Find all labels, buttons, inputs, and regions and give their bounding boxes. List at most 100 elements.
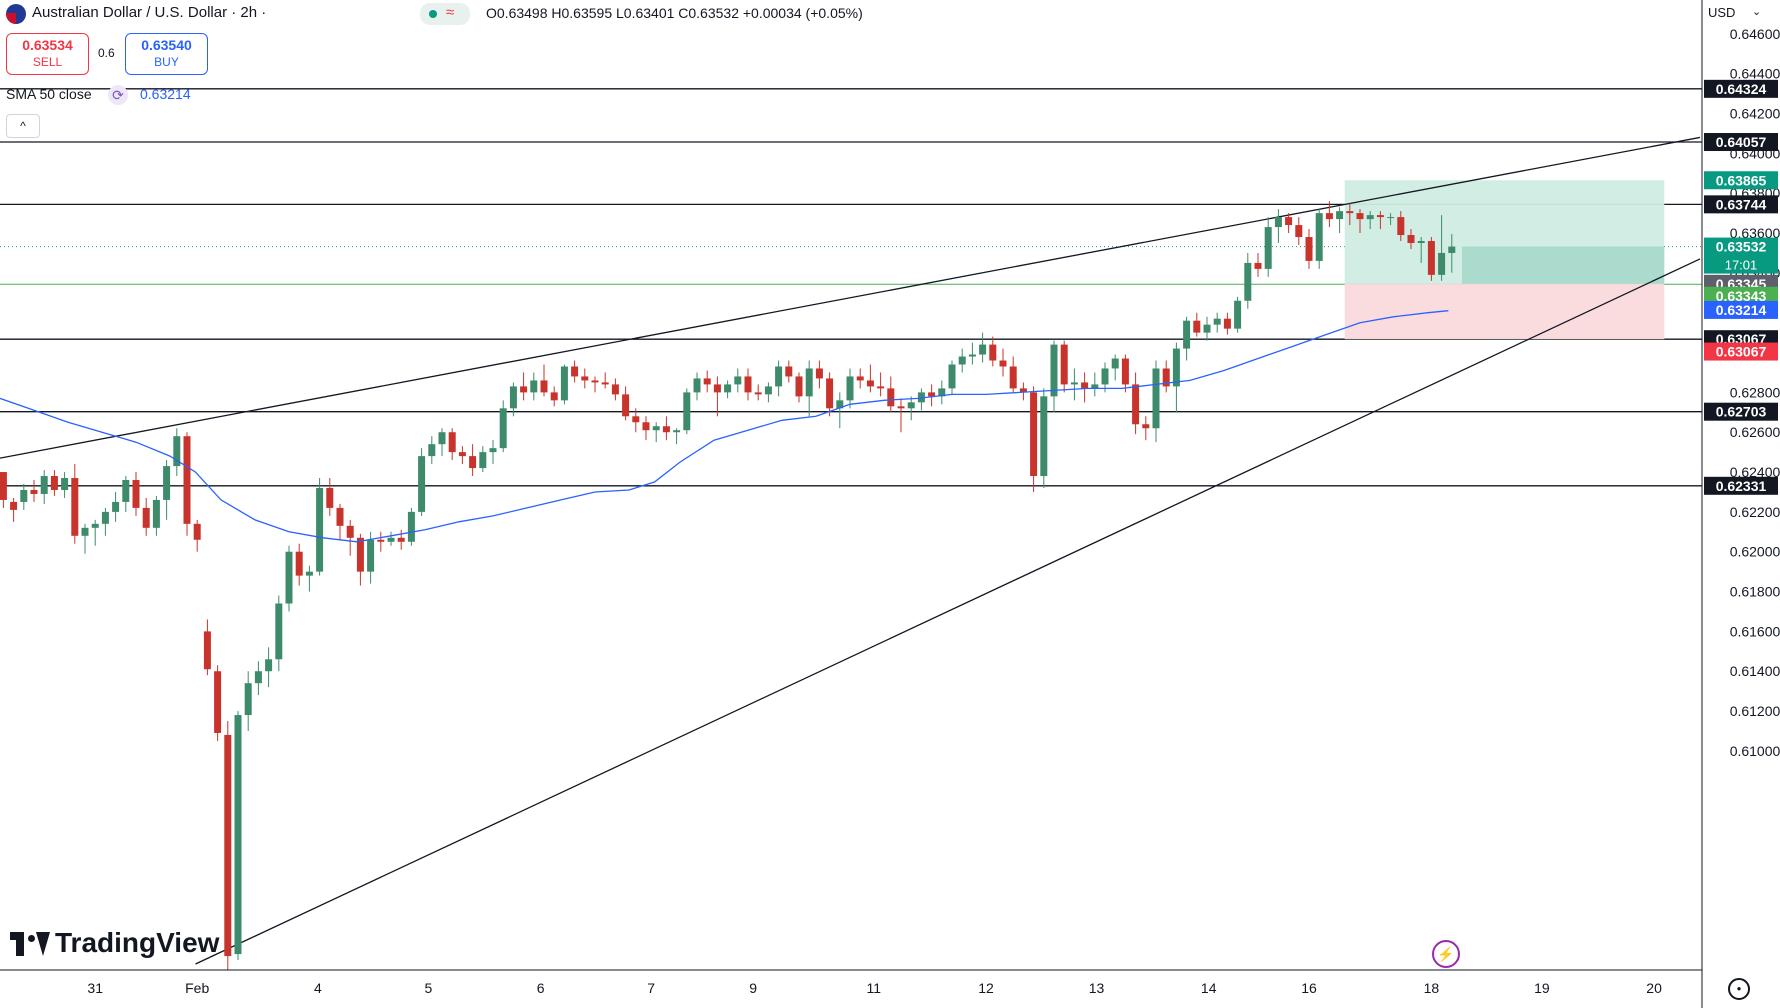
candle-up xyxy=(407,511,415,542)
candle-down xyxy=(550,392,558,401)
marker-price-label: 0.63067 xyxy=(1716,344,1767,360)
candle-down xyxy=(448,432,456,453)
candle-down xyxy=(1223,318,1231,329)
candle-up xyxy=(91,523,99,528)
candle-down xyxy=(754,392,762,395)
candle-up xyxy=(40,476,48,494)
candle-down xyxy=(622,394,630,417)
candle-up xyxy=(724,384,732,393)
indicator-name[interactable]: SMA 50 close xyxy=(6,86,92,102)
marker-price-label-bg xyxy=(1704,171,1778,190)
candle-down xyxy=(1254,262,1262,269)
candle-up xyxy=(775,366,783,387)
candle-down xyxy=(1407,235,1415,243)
candle-down xyxy=(1193,320,1201,333)
lightning-icon[interactable]: ⚡ xyxy=(1432,940,1460,968)
candle-down xyxy=(540,380,548,393)
chevron-up-icon[interactable]: ^ xyxy=(6,114,40,138)
candle-up xyxy=(938,388,946,397)
y-tick-label: 0.61400 xyxy=(1730,663,1780,679)
x-tick-label: 9 xyxy=(749,980,757,996)
buy-button[interactable]: 0.63540 BUY xyxy=(125,33,208,75)
marker-price-label: 0.63214 xyxy=(1716,302,1767,318)
marker-price-label-countdown: 17:01 xyxy=(1725,258,1758,273)
sma50-line xyxy=(0,310,1449,543)
candle-up xyxy=(499,408,507,449)
candle-down xyxy=(1397,217,1405,236)
candle-down xyxy=(0,472,7,500)
candle-up xyxy=(673,430,681,433)
candle-down xyxy=(10,501,18,510)
sell-label: SELL xyxy=(32,55,63,69)
y-tick-label: 0.64200 xyxy=(1730,106,1780,122)
candle-down xyxy=(1285,217,1293,226)
sell-button[interactable]: 0.63534 SELL xyxy=(6,33,89,75)
candle-up xyxy=(509,386,517,409)
candle-up xyxy=(1336,211,1344,220)
candle-down xyxy=(142,507,150,528)
candle-up xyxy=(1091,384,1099,389)
x-tick-label: 7 xyxy=(647,980,655,996)
candle-up xyxy=(1050,344,1058,397)
candle-up xyxy=(122,480,130,502)
x-tick-label: 20 xyxy=(1646,980,1662,996)
candle-up xyxy=(1315,213,1323,261)
candle-down xyxy=(1132,384,1140,425)
candle-down xyxy=(662,426,670,433)
candle-up xyxy=(112,501,120,512)
candle-down xyxy=(1346,211,1354,214)
candle-down xyxy=(520,386,528,393)
candle-down xyxy=(1162,368,1170,387)
cycle-icon[interactable]: ⟳ xyxy=(108,85,128,105)
symbol-title[interactable]: Australian Dollar / U.S. Dollar · 2h · xyxy=(32,4,267,21)
y-tick-label: 0.62000 xyxy=(1730,544,1780,560)
x-tick-label: 14 xyxy=(1201,980,1217,996)
y-tick-label: 0.61600 xyxy=(1730,623,1780,639)
loss-zone xyxy=(1344,283,1665,340)
market-open-dot xyxy=(429,10,437,18)
candle-up xyxy=(530,380,538,393)
market-status-pill[interactable]: ≈ xyxy=(420,3,470,25)
candle-up xyxy=(265,659,273,672)
open-pnl-zone xyxy=(1462,246,1665,284)
gear-icon[interactable]: ● xyxy=(1728,978,1750,1000)
candle-up xyxy=(1387,217,1395,219)
candle-up xyxy=(1244,262,1252,301)
buy-label: BUY xyxy=(154,55,179,69)
candle-down xyxy=(591,380,599,383)
candle-down xyxy=(815,368,823,379)
candles-layer xyxy=(0,201,1456,970)
candle-down xyxy=(826,378,834,409)
candle-down xyxy=(50,476,58,490)
candle-up xyxy=(734,376,742,385)
buy-price: 0.63540 xyxy=(141,37,192,53)
candle-down xyxy=(469,456,477,469)
level-price-label: 0.64324 xyxy=(1716,81,1767,97)
candle-up xyxy=(1274,217,1282,228)
candle-down xyxy=(713,384,721,393)
y-tick-label: 0.61800 xyxy=(1730,584,1780,600)
candle-up xyxy=(1438,252,1446,275)
currency-selector[interactable]: USD xyxy=(1708,5,1736,20)
candle-down xyxy=(1325,213,1333,220)
y-tick-label: 0.62400 xyxy=(1730,464,1780,480)
candle-down xyxy=(744,376,752,393)
candle-down xyxy=(1060,344,1068,385)
marker-price-label: 0.63532 xyxy=(1716,239,1767,255)
candle-down xyxy=(877,386,885,389)
y-tick-label: 0.64600 xyxy=(1730,26,1780,42)
candle-up xyxy=(979,344,987,355)
candle-down xyxy=(203,631,211,670)
candle-up xyxy=(968,354,976,357)
candle-down xyxy=(356,537,364,572)
candle-up xyxy=(173,436,181,467)
level-price-label: 0.63744 xyxy=(1716,196,1767,212)
candle-up xyxy=(61,478,69,490)
candle-up xyxy=(1111,358,1119,369)
approx-icon: ≈ xyxy=(446,4,455,21)
candle-down xyxy=(214,671,222,733)
level-price-label-bg xyxy=(1704,195,1778,214)
candle-up xyxy=(152,499,160,528)
